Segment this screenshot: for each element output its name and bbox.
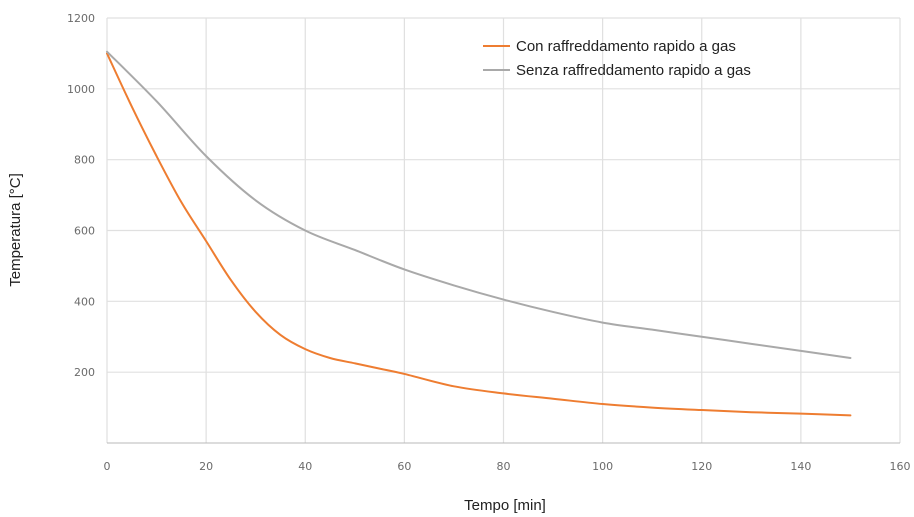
y-tick-labels: 200 400 600 800 1000 1200: [67, 12, 95, 379]
series-lines: [106, 50, 852, 417]
x-tick-label: 120: [691, 460, 712, 473]
x-tick-label: 20: [199, 460, 213, 473]
legend-label-0: Con raffreddamento rapido a gas: [516, 38, 736, 55]
x-tick-labels: 0 20 40 60 80 100 120 140 160: [104, 460, 911, 473]
y-tick-label: 800: [74, 154, 95, 167]
grid: [106, 17, 901, 443]
y-tick-label: 1000: [67, 83, 95, 96]
x-tick-label: 100: [592, 460, 613, 473]
x-tick-label: 40: [298, 460, 312, 473]
x-tick-label: 160: [890, 460, 911, 473]
x-tick-label: 140: [790, 460, 811, 473]
legend-label-1: Senza raffreddamento rapido a gas: [516, 62, 751, 79]
y-tick-label: 600: [74, 225, 95, 238]
y-axis-label: Temperatura [°C]: [7, 173, 24, 287]
x-tick-label: 80: [497, 460, 511, 473]
series-line-1: [106, 50, 852, 359]
y-tick-label: 400: [74, 295, 95, 308]
series-line-0: [106, 52, 852, 417]
y-tick-label: 1200: [67, 12, 95, 25]
x-tick-label: 0: [104, 460, 111, 473]
x-tick-label: 60: [397, 460, 411, 473]
x-axis-label: Tempo [min]: [464, 497, 546, 514]
y-tick-label: 200: [74, 366, 95, 379]
legend: Con raffreddamento rapido a gas Senza ra…: [483, 38, 751, 79]
